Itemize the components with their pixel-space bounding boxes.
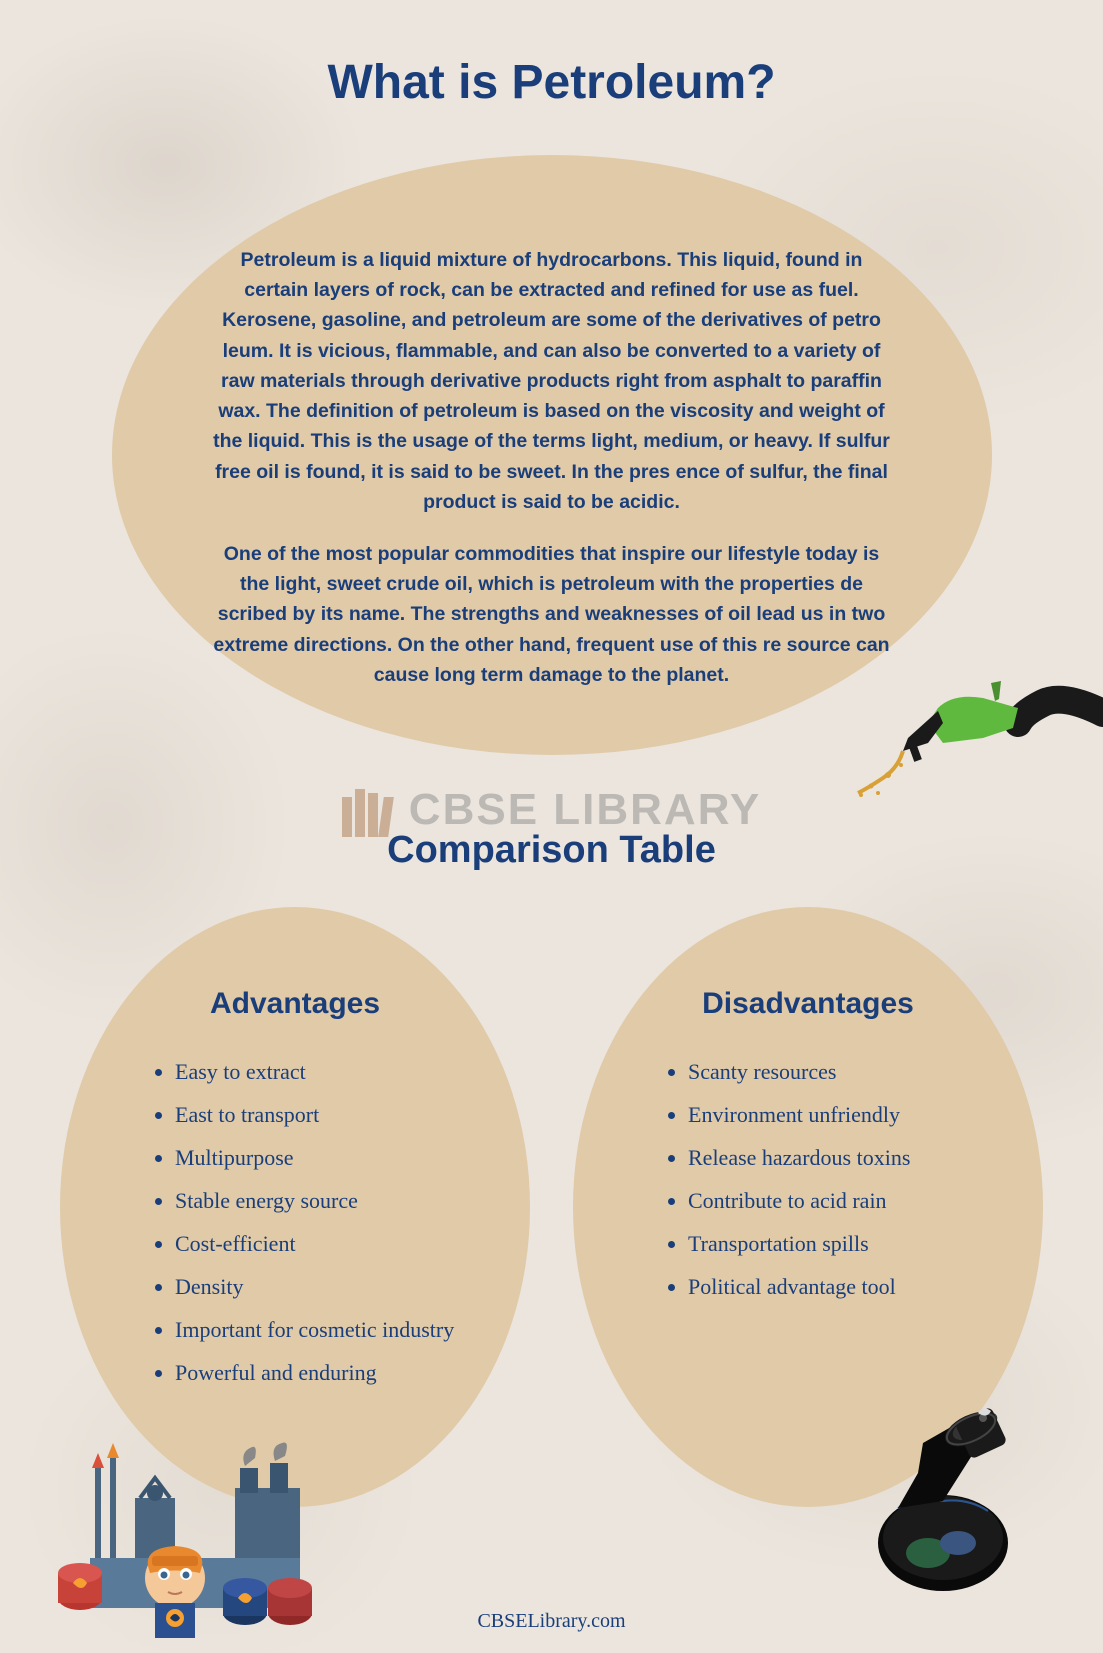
list-item: Cost-efficient bbox=[175, 1223, 470, 1266]
books-icon bbox=[342, 787, 394, 837]
list-item: Easy to extract bbox=[175, 1051, 470, 1094]
list-item: Stable energy source bbox=[175, 1180, 470, 1223]
list-item: Scanty resources bbox=[688, 1051, 983, 1094]
list-item: Density bbox=[175, 1266, 470, 1309]
advantages-title: Advantages bbox=[120, 987, 470, 1021]
list-item: Environment unfriendly bbox=[688, 1094, 983, 1137]
list-item: Multipurpose bbox=[175, 1137, 470, 1180]
list-item: Powerful and enduring bbox=[175, 1352, 470, 1395]
list-item: Contribute to acid rain bbox=[688, 1180, 983, 1223]
disadvantages-list: Scanty resources Environment unfriendly … bbox=[633, 1051, 983, 1308]
oil-barrel-icon bbox=[803, 1393, 1033, 1593]
list-item: Release hazardous toxins bbox=[688, 1137, 983, 1180]
fuel-nozzle-icon bbox=[843, 623, 1103, 803]
watermark: CBSE LIBRARY bbox=[0, 785, 1103, 837]
intro-paragraph-2: One of the most popular commodities that… bbox=[207, 539, 897, 690]
watermark-text: CBSE LIBRARY bbox=[409, 785, 761, 834]
list-item: East to transport bbox=[175, 1094, 470, 1137]
intro-paragraph-1: Petroleum is a liquid mixture of hydroca… bbox=[207, 245, 897, 517]
advantages-list: Easy to extract East to transport Multip… bbox=[120, 1051, 470, 1394]
list-item: Political advantage tool bbox=[688, 1266, 983, 1309]
page-title: What is Petroleum? bbox=[0, 0, 1103, 110]
refinery-icon bbox=[40, 1418, 350, 1638]
list-item: Transportation spills bbox=[688, 1223, 983, 1266]
footer-text: CBSELibrary.com bbox=[0, 1610, 1103, 1633]
list-item: Important for cosmetic industry bbox=[175, 1309, 470, 1352]
disadvantages-title: Disadvantages bbox=[633, 987, 983, 1021]
